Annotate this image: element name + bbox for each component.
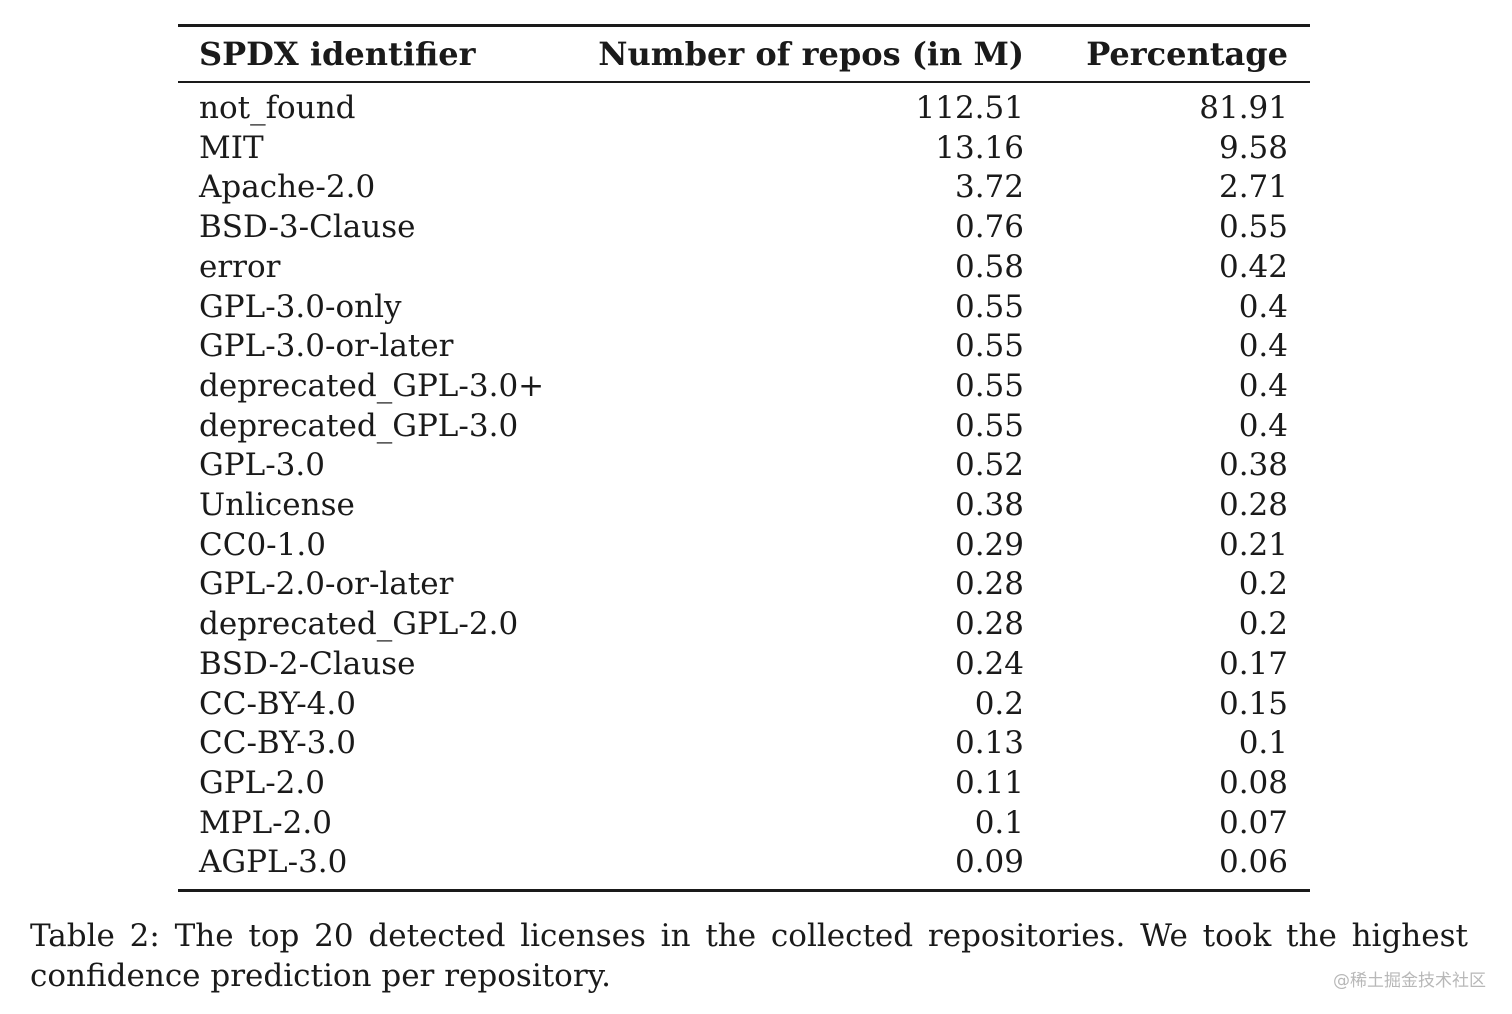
table-row: AGPL-3.0 0.09 0.06 — [178, 843, 1310, 889]
table-row: CC-BY-4.0 0.2 0.15 — [178, 685, 1310, 725]
table-row: GPL-3.0-or-later 0.55 0.4 — [178, 327, 1310, 367]
table-row: BSD-3-Clause 0.76 0.55 — [178, 208, 1310, 248]
table-row: GPL-2.0-or-later 0.28 0.2 — [178, 565, 1310, 605]
table-row: not_found 112.51 81.91 — [178, 83, 1310, 129]
header-rule — [178, 81, 1310, 83]
cell-number-of-repos: 0.55 — [954, 407, 1024, 444]
cell-number-of-repos: 112.51 — [915, 90, 1024, 126]
cell-number-of-repos: 0.55 — [954, 328, 1024, 365]
cell-number-of-repos: 0.2 — [974, 685, 1024, 722]
cell-spdx-identifier: not_found — [199, 90, 356, 126]
cell-percentage: 9.58 — [1218, 129, 1288, 166]
cell-spdx-identifier: deprecated_GPL-2.0 — [199, 606, 519, 643]
cell-percentage: 0.28 — [1218, 487, 1288, 524]
cell-number-of-repos: 3.72 — [954, 169, 1024, 206]
cell-percentage: 0.07 — [1218, 804, 1288, 841]
cell-number-of-repos: 0.55 — [954, 367, 1024, 404]
cell-spdx-identifier: CC-BY-3.0 — [199, 725, 356, 762]
cell-spdx-identifier: CC-BY-4.0 — [199, 685, 356, 722]
cell-number-of-repos: 0.38 — [954, 487, 1024, 524]
cell-number-of-repos: 0.52 — [954, 447, 1024, 484]
cell-percentage: 0.4 — [1238, 288, 1288, 325]
cell-spdx-identifier: Unlicense — [199, 487, 355, 524]
top-rule — [178, 24, 1310, 27]
table-row: MPL-2.0 0.1 0.07 — [178, 804, 1310, 844]
cell-percentage: 0.1 — [1238, 725, 1288, 762]
cell-percentage: 0.21 — [1218, 526, 1288, 563]
cell-percentage: 0.2 — [1238, 606, 1288, 643]
license-table: SPDX identifier Number of repos (in M) P… — [178, 27, 1310, 889]
table-row: GPL-3.0 0.52 0.38 — [178, 446, 1310, 486]
cell-number-of-repos: 0.11 — [954, 764, 1024, 801]
cell-percentage: 0.17 — [1218, 645, 1288, 682]
cell-spdx-identifier: MIT — [199, 129, 264, 166]
table-row: GPL-3.0-only 0.55 0.4 — [178, 288, 1310, 328]
header-rule-line — [178, 81, 1310, 83]
cell-number-of-repos: 0.24 — [954, 645, 1024, 682]
cell-number-of-repos: 0.1 — [974, 804, 1024, 841]
bottom-rule — [178, 889, 1310, 893]
cell-spdx-identifier: GPL-3.0-only — [199, 288, 402, 325]
cell-percentage: 0.4 — [1238, 407, 1288, 444]
header-row: SPDX identifier Number of repos (in M) P… — [178, 27, 1310, 81]
table-row: BSD-2-Clause 0.24 0.17 — [178, 645, 1310, 685]
cell-percentage: 0.55 — [1218, 209, 1288, 246]
table-row: CC-BY-3.0 0.13 0.1 — [178, 724, 1310, 764]
table-row: MIT 13.16 9.58 — [178, 129, 1310, 169]
cell-spdx-identifier: GPL-3.0-or-later — [199, 328, 454, 365]
cell-number-of-repos: 0.28 — [954, 566, 1024, 603]
cell-spdx-identifier: GPL-3.0 — [199, 447, 325, 484]
cell-number-of-repos: 0.55 — [954, 288, 1024, 325]
cell-percentage: 2.71 — [1218, 169, 1288, 206]
watermark: @稀土掘金技术社区 — [1333, 971, 1486, 991]
table-row: CC0-1.0 0.29 0.21 — [178, 526, 1310, 566]
cell-percentage: 0.08 — [1218, 764, 1288, 801]
cell-percentage: 81.91 — [1199, 90, 1288, 126]
table-row: deprecated_GPL-2.0 0.28 0.2 — [178, 605, 1310, 645]
cell-number-of-repos: 0.58 — [954, 248, 1024, 285]
cell-number-of-repos: 13.16 — [935, 129, 1024, 166]
cell-number-of-repos: 0.13 — [954, 725, 1024, 762]
table-row: deprecated_GPL-3.0 0.55 0.4 — [178, 407, 1310, 447]
table-row: Apache-2.0 3.72 2.71 — [178, 168, 1310, 208]
table-row: GPL-2.0 0.11 0.08 — [178, 764, 1310, 804]
cell-spdx-identifier: GPL-2.0-or-later — [199, 566, 454, 603]
cell-spdx-identifier: Apache-2.0 — [199, 169, 376, 206]
table-header: SPDX identifier Number of repos (in M) P… — [178, 27, 1310, 83]
cell-number-of-repos: 0.76 — [954, 209, 1024, 246]
cell-spdx-identifier: AGPL-3.0 — [199, 844, 348, 881]
header-rule-row — [178, 81, 1310, 83]
cell-spdx-identifier: deprecated_GPL-3.0+ — [199, 367, 545, 404]
cell-spdx-identifier: BSD-3-Clause — [199, 209, 416, 246]
cell-percentage: 0.38 — [1218, 447, 1288, 484]
cell-percentage: 0.4 — [1238, 367, 1288, 404]
cell-spdx-identifier: MPL-2.0 — [199, 804, 332, 841]
table-caption: Table 2: The top 20 detected licenses in… — [30, 918, 1468, 994]
cell-number-of-repos: 0.28 — [954, 606, 1024, 643]
cell-percentage: 0.06 — [1218, 844, 1288, 881]
license-table-container: SPDX identifier Number of repos (in M) P… — [178, 24, 1310, 893]
cell-spdx-identifier: deprecated_GPL-3.0 — [199, 407, 519, 444]
cell-spdx-identifier: GPL-2.0 — [199, 764, 325, 801]
cell-number-of-repos: 0.09 — [954, 844, 1024, 881]
table-body: not_found 112.51 81.91 MIT 13.16 9.58 Apache-2… — [178, 83, 1310, 889]
cell-spdx-identifier: error — [199, 248, 281, 285]
cell-percentage: 0.15 — [1218, 685, 1288, 722]
cell-number-of-repos: 0.29 — [954, 526, 1024, 563]
header-spdx-identifier: SPDX identifier — [199, 35, 476, 73]
cell-percentage: 0.4 — [1238, 328, 1288, 365]
cell-spdx-identifier: BSD-2-Clause — [199, 645, 416, 682]
cell-percentage: 0.42 — [1218, 248, 1288, 285]
table-row: Unlicense 0.38 0.28 — [178, 486, 1310, 526]
table-row: deprecated_GPL-3.0+ 0.55 0.4 — [178, 367, 1310, 407]
cell-percentage: 0.2 — [1238, 566, 1288, 603]
cell-spdx-identifier: CC0-1.0 — [199, 526, 326, 563]
header-number-of-repos: Number of repos (in M) — [598, 35, 1024, 73]
header-percentage: Percentage — [1086, 35, 1288, 73]
table-row: error 0.58 0.42 — [178, 248, 1310, 288]
